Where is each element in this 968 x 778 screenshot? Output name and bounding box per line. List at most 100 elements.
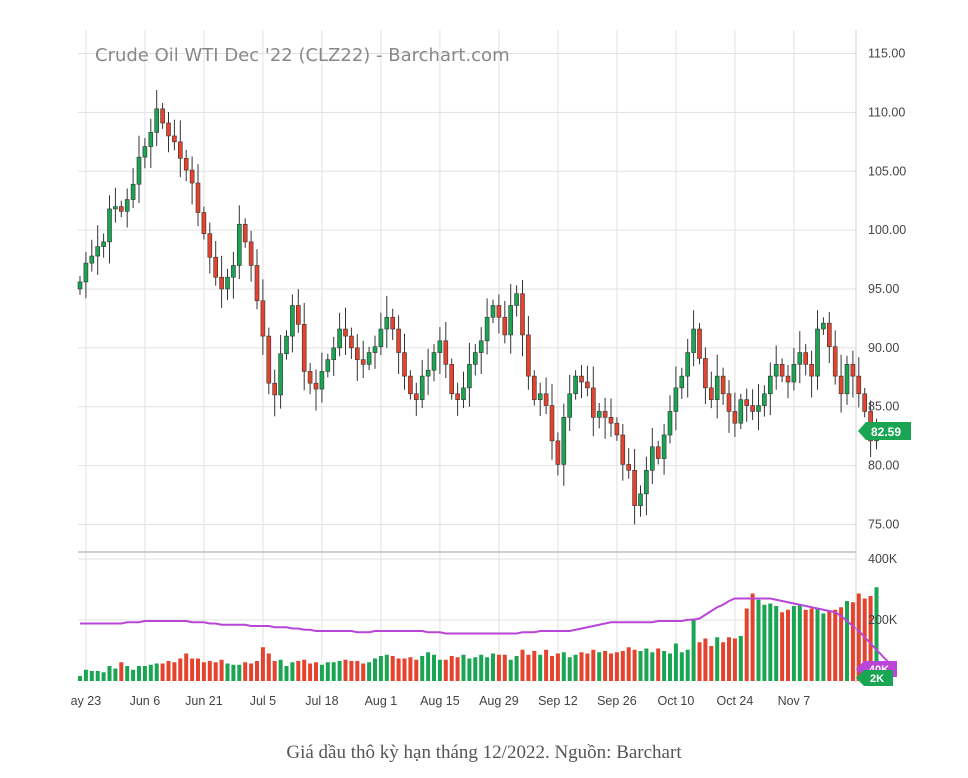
- volume-bar: [284, 666, 289, 681]
- price-tick-label: 95.00: [868, 282, 899, 296]
- candle: [207, 222, 213, 274]
- volume-bar: [178, 658, 183, 681]
- volume-bar: [237, 664, 242, 681]
- candle: [449, 358, 455, 400]
- volume-bar: [113, 668, 118, 681]
- candle: [632, 448, 637, 525]
- volume-bar: [591, 649, 596, 681]
- volume-bar: [402, 658, 407, 681]
- volume-bar: [249, 663, 254, 681]
- candle: [585, 365, 590, 397]
- candle: [142, 138, 148, 169]
- volume-bar: [213, 662, 218, 681]
- volume-bar: [786, 609, 790, 681]
- candle: [762, 385, 767, 417]
- candle: [573, 370, 578, 400]
- price-tick-label: 75.00: [868, 517, 899, 531]
- candle: [455, 382, 460, 416]
- candle: [750, 389, 755, 420]
- volume-bar: [437, 659, 442, 681]
- date-tick-label: Nov 7: [778, 694, 811, 708]
- volume-bar: [95, 671, 100, 681]
- candle: [431, 344, 437, 382]
- price-tick-label: 80.00: [868, 459, 899, 473]
- volume-bar: [668, 653, 672, 681]
- volume-bar: [201, 662, 206, 681]
- date-tick-label: ay 23: [71, 694, 102, 708]
- volume-bar: [219, 659, 224, 681]
- candle: [219, 255, 224, 308]
- volume-bar: [845, 601, 849, 681]
- candle: [685, 338, 691, 398]
- volume-bar: [874, 587, 879, 681]
- candle: [596, 402, 602, 429]
- date-tick-label: Sep 12: [538, 694, 578, 708]
- volume-bar: [750, 593, 755, 681]
- candle: [484, 298, 490, 355]
- candle: [644, 456, 649, 516]
- candle: [124, 188, 130, 228]
- volume-bar: [420, 656, 425, 681]
- volume-bar: [685, 649, 690, 681]
- candle: [703, 347, 708, 405]
- candle: [136, 135, 142, 204]
- candle: [673, 366, 679, 431]
- volume-bar: [709, 646, 714, 681]
- candle: [172, 119, 177, 151]
- volume-bar: [644, 648, 649, 681]
- price-tick-label: 100.00: [868, 223, 906, 237]
- candle: [130, 167, 136, 209]
- volume-bar: [727, 637, 731, 681]
- volume-bar: [343, 659, 348, 681]
- price-tick-label: 85.00: [868, 400, 899, 414]
- candle: [272, 369, 278, 417]
- candle: [437, 327, 443, 374]
- candle: [809, 350, 814, 398]
- volume-bar: [190, 658, 195, 681]
- volume-bar: [461, 654, 466, 681]
- figure-caption: Giá dầu thô kỳ hạn tháng 12/2022. Nguồn:…: [286, 742, 682, 763]
- volume-bars: [78, 587, 879, 681]
- volume-bar: [768, 603, 773, 681]
- candle: [514, 285, 519, 317]
- candle: [83, 252, 89, 299]
- volume-bar: [803, 609, 808, 681]
- volume-bar: [142, 666, 147, 681]
- candle: [402, 333, 407, 390]
- price-tick-label: 110.00: [868, 105, 905, 119]
- volume-bar: [196, 658, 200, 681]
- candle: [148, 118, 154, 168]
- volume-bar: [614, 652, 619, 681]
- volume-bar: [396, 658, 401, 681]
- volume-bar: [125, 666, 130, 681]
- candle: [608, 398, 614, 437]
- volume-bar: [314, 662, 318, 681]
- date-tick-label: Sep 26: [597, 694, 637, 708]
- candle: [337, 312, 342, 357]
- candle: [838, 354, 844, 413]
- candle: [508, 284, 514, 354]
- candle: [260, 279, 266, 355]
- price-tick-label: 105.00: [868, 164, 906, 178]
- candle: [555, 432, 561, 476]
- volume-bar: [573, 654, 578, 681]
- candle: [732, 392, 738, 437]
- volume-bar: [378, 656, 383, 681]
- candle: [697, 323, 702, 365]
- candle: [408, 370, 413, 400]
- candle: [360, 340, 366, 379]
- candle: [301, 302, 307, 391]
- volume-bar: [207, 661, 212, 681]
- candle: [543, 377, 549, 415]
- volume-bar: [721, 642, 726, 681]
- candle: [390, 308, 396, 341]
- volume-bar: [231, 664, 236, 681]
- candle: [201, 206, 207, 240]
- price-tick-label: 90.00: [868, 341, 899, 355]
- candle: [307, 362, 313, 395]
- volume-bar: [373, 658, 377, 681]
- candle: [579, 365, 584, 399]
- candle: [278, 334, 283, 409]
- candle: [496, 294, 502, 334]
- candle: [520, 280, 525, 357]
